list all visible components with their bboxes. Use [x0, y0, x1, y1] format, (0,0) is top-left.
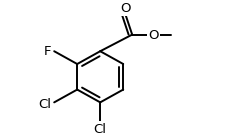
Text: O: O — [148, 29, 158, 42]
Text: F: F — [43, 45, 51, 58]
Text: O: O — [120, 2, 130, 15]
Text: Cl: Cl — [38, 98, 52, 111]
Text: Cl: Cl — [93, 123, 106, 136]
